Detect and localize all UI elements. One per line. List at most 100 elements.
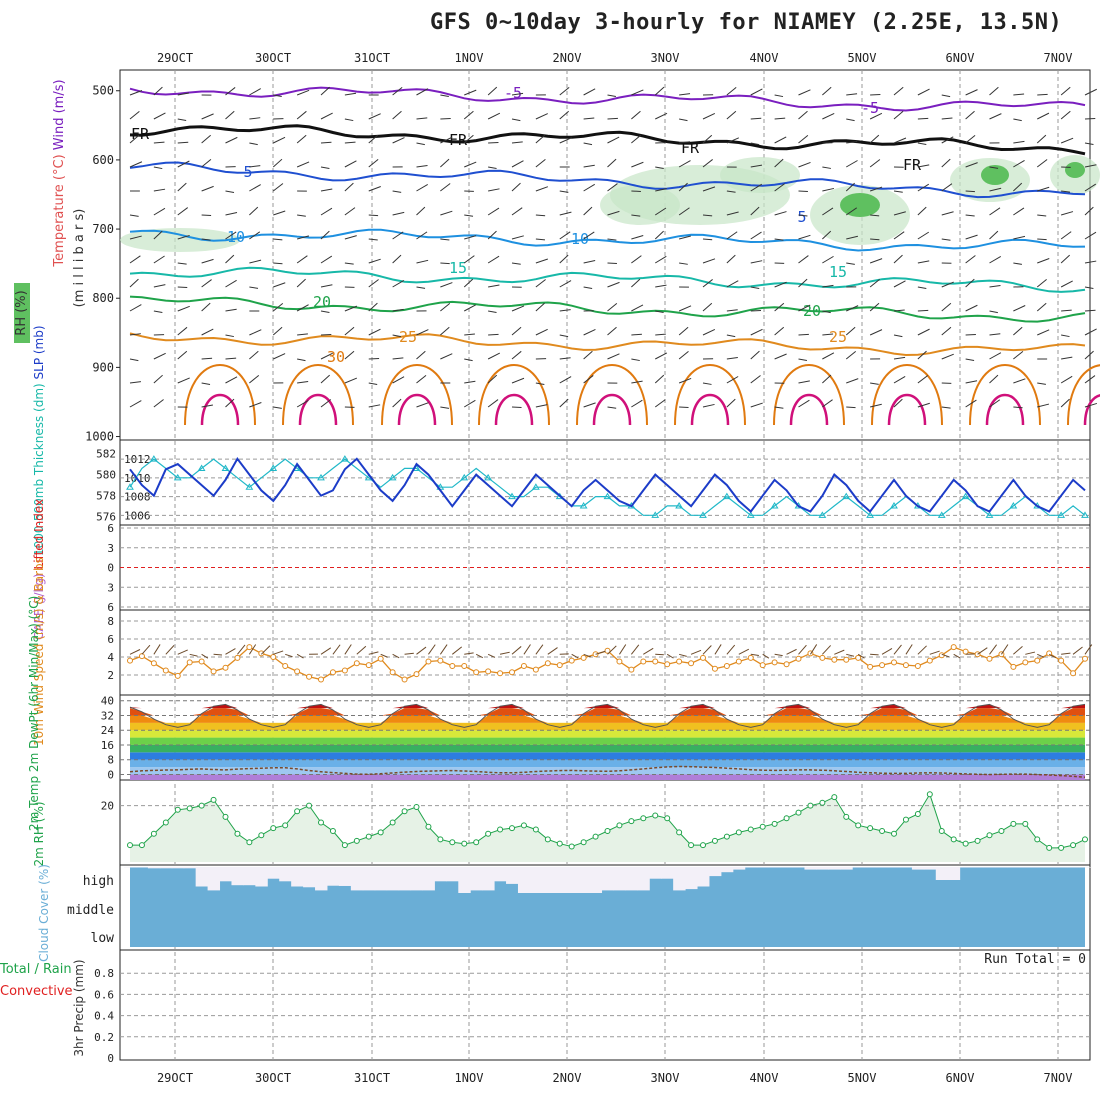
- wind-barb: [917, 309, 929, 312]
- rh-point: [1046, 844, 1053, 851]
- rh-point: [509, 825, 515, 832]
- wind-barb: [583, 88, 596, 96]
- surface-wind-barb: [499, 651, 510, 655]
- wind-barb: [201, 158, 212, 168]
- wind-barb: [702, 382, 712, 385]
- thickness-tick: 576: [96, 511, 116, 524]
- wind-barb: [750, 231, 762, 240]
- wind-barb: [798, 190, 808, 193]
- wind-barb: [511, 182, 521, 192]
- wind-barb: [416, 184, 428, 192]
- surface-wind-barb: [1037, 653, 1045, 658]
- cloud-high-gap: [720, 867, 734, 873]
- wind-barb: [1037, 258, 1050, 264]
- rh-point: [1010, 820, 1017, 827]
- wind-speed-point: [437, 657, 444, 664]
- wind-barb: [1084, 206, 1094, 216]
- wind-barb: [822, 333, 834, 336]
- wind-speed-point: [795, 655, 802, 662]
- wind-barb: [392, 254, 402, 264]
- surface-wind-barb: [630, 644, 640, 655]
- slp-point: [651, 511, 660, 518]
- wind-barb: [989, 256, 1002, 264]
- wind-speed-point: [306, 673, 313, 680]
- wind-speed-point: [1010, 663, 1017, 670]
- surface-wind-barb: [523, 644, 531, 655]
- wind-barb: [273, 94, 282, 97]
- wind-barb: [1060, 86, 1071, 96]
- wind-barb: [869, 258, 883, 264]
- wind-barb: [416, 117, 428, 120]
- wind-speed-point: [234, 654, 241, 661]
- wind-barb: [440, 136, 453, 144]
- surface-wind-barb: [1048, 653, 1057, 659]
- rh-point: [688, 842, 695, 849]
- pressure-tick: 1000: [85, 430, 114, 444]
- wind-speed-point: [258, 650, 265, 657]
- cloud-high-gap: [231, 867, 244, 886]
- date-label-bottom: 29OCT: [157, 1071, 193, 1085]
- wind-speed-point: [246, 644, 253, 651]
- wind-barb: [1084, 328, 1097, 336]
- rh-point: [568, 843, 575, 850]
- wind-barb: [774, 326, 785, 336]
- wind-barb: [559, 376, 572, 384]
- wind-speed-point: [377, 655, 384, 662]
- wind-barb: [273, 406, 282, 409]
- wind-speed-point: [759, 662, 766, 669]
- wind-barb: [654, 374, 665, 384]
- wind-barb: [822, 310, 831, 314]
- cloud-high-gap: [864, 867, 877, 868]
- surface-wind-barb: [917, 645, 927, 655]
- date-label-top: 2NOV: [553, 51, 582, 65]
- wind-barb: [917, 328, 930, 336]
- wind-barb: [965, 278, 975, 288]
- li-tick: 3: [107, 542, 114, 555]
- wind-barb: [225, 231, 237, 240]
- wind-tick: 8: [107, 615, 114, 628]
- wind-speed-point: [664, 661, 671, 668]
- cloud-label: Cloud Cover (%): [37, 864, 51, 962]
- wind-barb: [153, 166, 163, 170]
- wind-barb: [320, 166, 330, 170]
- wind-barb: [249, 88, 261, 96]
- wind-barb: [535, 279, 546, 288]
- slp-point: [866, 511, 875, 518]
- wind-barb: [702, 403, 715, 408]
- wind-speed-point: [855, 654, 862, 661]
- rh-point: [556, 840, 563, 847]
- temp-band: [130, 722, 1085, 731]
- slp-point: [508, 492, 516, 500]
- wind-barb: [177, 118, 187, 122]
- cloud-high-gap: [911, 867, 925, 870]
- wind-barb: [225, 376, 238, 384]
- wind-barb: [320, 86, 330, 96]
- wind-barb: [655, 352, 668, 360]
- wind-speed-point: [485, 668, 492, 675]
- rh-point: [127, 842, 133, 849]
- wind-barb: [559, 110, 569, 120]
- wind-barb: [153, 352, 166, 360]
- surface-wind-barb: [857, 653, 865, 659]
- wind-barb: [726, 334, 736, 338]
- temp-contour-30: [969, 364, 1041, 426]
- wind-barb: [917, 164, 930, 168]
- cloud-high-gap: [959, 867, 973, 868]
- wind-barb: [320, 284, 333, 288]
- wind-speed-point: [879, 662, 886, 669]
- wind-barb: [822, 113, 835, 120]
- wind-barb: [440, 302, 451, 312]
- rh-point: [401, 808, 408, 815]
- wind-barb: [296, 400, 309, 408]
- wind-barb: [129, 304, 142, 312]
- wind-barb: [989, 285, 1001, 288]
- cloud-high-gap: [541, 867, 555, 893]
- cloud-high-gap: [780, 867, 794, 868]
- wind-barb: [631, 134, 641, 144]
- wind-barb: [655, 112, 668, 120]
- surface-wind-barb: [547, 647, 558, 655]
- wind-barb: [631, 278, 641, 288]
- rh-point: [640, 815, 647, 822]
- wind-speed-point: [902, 662, 909, 669]
